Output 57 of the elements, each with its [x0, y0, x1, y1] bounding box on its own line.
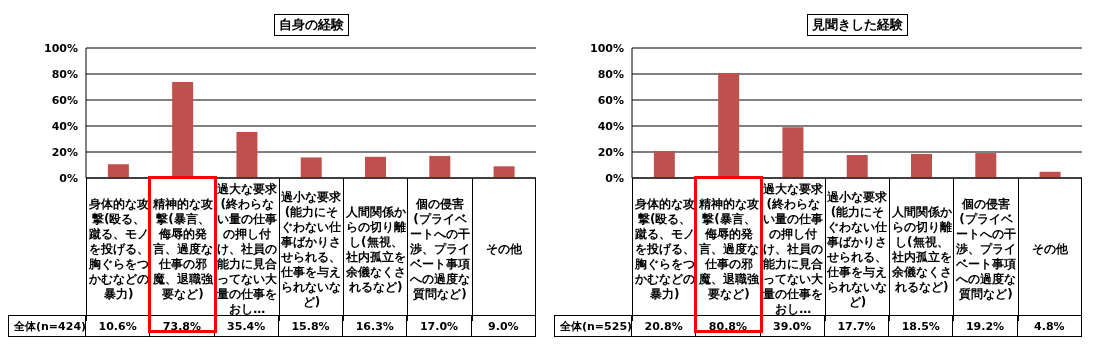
- x-tick-label: 人間関係からの切り離し(無視、社内孤立を余儀なくされるなど): [345, 204, 407, 295]
- data-label: 15.8%: [278, 315, 344, 337]
- y-tick-label: 60%: [597, 93, 624, 107]
- bar: [493, 166, 515, 178]
- data-label: 35.4%: [214, 315, 279, 337]
- y-tick-label: 20%: [51, 145, 78, 159]
- bar: [653, 150, 675, 178]
- data-label: 17.0%: [407, 315, 472, 337]
- y-tick-label: 20%: [597, 145, 624, 159]
- bar: [107, 164, 129, 178]
- bar: [782, 127, 804, 178]
- data-label: 10.6%: [86, 315, 151, 337]
- data-label: 18.5%: [889, 315, 954, 337]
- y-tick-label: 80%: [51, 67, 78, 81]
- x-tick-label: 人間関係からの切り離し(無視、社内孤立を余儀なくされるなど): [891, 204, 953, 295]
- y-tick-label: 80%: [597, 67, 624, 81]
- bar: [911, 153, 932, 178]
- data-label: 80.8%: [696, 315, 761, 337]
- chart-title: 見聞きした経験: [806, 14, 908, 36]
- y-tick-label: 0%: [605, 171, 624, 185]
- y-tick-label: 40%: [597, 119, 624, 133]
- x-tick-label: 過小な要求(能力にそぐわない仕事ばかりさせられる、仕事を与えられないなど): [826, 189, 889, 310]
- y-tick-label: 40%: [51, 119, 78, 133]
- text: 全体(n=525): [560, 318, 633, 334]
- x-tick-label: その他: [485, 242, 522, 257]
- data-label: 19.2%: [953, 315, 1018, 337]
- x-tick-label: 精神的な攻撃(暴言、侮辱的発言、過度な仕事の邪魔、退職強要など): [698, 197, 760, 302]
- data-label: 20.8%: [632, 315, 697, 337]
- y-tick-label: 100%: [590, 41, 624, 55]
- bar: [172, 82, 194, 178]
- y-tick-label: 100%: [44, 41, 78, 55]
- x-tick-label: 身体的な攻撃(殴る、蹴る、モノを投げる、胸ぐらをつかむなどの暴力): [634, 197, 696, 302]
- bar: [365, 156, 386, 178]
- chart-title: 自身の経験: [273, 14, 349, 36]
- y-tick-label: 0%: [59, 171, 78, 185]
- category-label: 過大な要求(終わらない量の仕事の押し付け、社員の能力に見合ってない大量の仕事をおし…: [763, 182, 824, 316]
- category-label: 過大な要求(終わらない量の仕事の押し付け、社員の能力に見合ってない大量の仕事をおし…: [217, 182, 278, 316]
- data-label: 39.0%: [760, 315, 825, 337]
- data-label: 17.7%: [824, 315, 890, 337]
- x-tick-label: 精神的な攻撃(暴言、侮辱的発言、過度な仕事の邪魔、退職強要など): [152, 197, 214, 302]
- bar: [846, 154, 868, 178]
- x-tick-label: その他: [1031, 242, 1068, 257]
- bar: [429, 155, 451, 178]
- x-tick-label: 個の侵害(プライベートへの干渉、プライベート事項への過度な質問など): [955, 197, 1017, 302]
- x-tick-label: 個の侵害(プライベートへの干渉、プライベート事項への過度な質問など): [409, 197, 471, 302]
- data-label: 73.8%: [150, 315, 215, 337]
- bar: [975, 153, 997, 178]
- x-tick-label: 過小な要求(能力にそぐわない仕事ばかりさせられる、仕事を与えられないなど): [280, 189, 343, 310]
- x-tick-label: 身体的な攻撃(殴る、蹴る、モノを投げる、胸ぐらをつかむなどの暴力): [88, 197, 150, 302]
- data-label: 16.3%: [343, 315, 408, 337]
- bar: [300, 157, 322, 178]
- bar: [718, 72, 740, 178]
- data-label: 9.0%: [471, 315, 536, 337]
- text: 全体(n=424): [14, 318, 87, 334]
- bar: [236, 131, 258, 178]
- data-label: 4.8%: [1017, 315, 1082, 337]
- y-tick-label: 60%: [51, 93, 78, 107]
